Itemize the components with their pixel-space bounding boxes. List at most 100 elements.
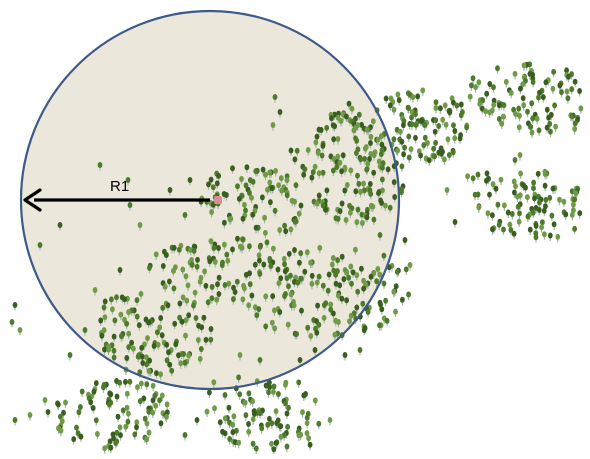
tree-canopy bbox=[136, 322, 142, 329]
tree-icon bbox=[439, 150, 444, 160]
tree-trunk bbox=[401, 301, 403, 306]
tree-trunk bbox=[252, 420, 254, 425]
tree-trunk bbox=[102, 388, 104, 393]
tree-trunk bbox=[403, 155, 405, 160]
tree-icon bbox=[355, 172, 360, 182]
tree-trunk bbox=[335, 285, 337, 290]
tree-canopy bbox=[134, 297, 140, 304]
tree-trunk bbox=[522, 85, 524, 90]
tree-canopy bbox=[78, 433, 84, 440]
tree-icon bbox=[260, 166, 266, 176]
tree-trunk bbox=[245, 276, 247, 281]
tree-trunk bbox=[170, 351, 172, 356]
tree-trunk bbox=[236, 283, 238, 288]
tree-canopy bbox=[184, 297, 190, 304]
tree-canopy bbox=[146, 429, 152, 436]
tree-trunk bbox=[379, 167, 381, 172]
tree-canopy bbox=[269, 420, 275, 427]
tree-canopy bbox=[108, 391, 114, 398]
tree-canopy bbox=[358, 156, 364, 163]
tree-canopy bbox=[543, 79, 549, 86]
tree-canopy bbox=[565, 95, 571, 102]
tree-trunk bbox=[300, 280, 302, 285]
tree-canopy bbox=[551, 68, 556, 75]
tree-trunk bbox=[148, 434, 150, 438]
tree-trunk bbox=[156, 333, 158, 338]
tree-icon bbox=[440, 116, 446, 126]
tree-icon bbox=[157, 397, 163, 406]
tree-canopy bbox=[114, 294, 119, 301]
tree-trunk bbox=[119, 384, 121, 389]
tree-canopy bbox=[541, 207, 547, 214]
tree-trunk bbox=[294, 223, 296, 228]
tree-trunk bbox=[283, 297, 286, 302]
tree-icon bbox=[520, 95, 526, 104]
tree-trunk bbox=[544, 187, 546, 192]
tree-trunk bbox=[188, 356, 190, 361]
tree-icon bbox=[253, 168, 259, 177]
tree-canopy bbox=[344, 297, 349, 304]
tree-canopy bbox=[237, 352, 243, 358]
tree-trunk bbox=[359, 318, 361, 323]
tree-icon bbox=[398, 128, 403, 138]
tree-trunk bbox=[286, 448, 288, 452]
tree-canopy bbox=[271, 383, 277, 390]
tree-trunk bbox=[432, 121, 434, 126]
tree-canopy bbox=[286, 404, 291, 411]
tree-trunk bbox=[322, 287, 324, 292]
tree-canopy bbox=[399, 138, 405, 145]
tree-icon bbox=[444, 187, 450, 196]
tree-icon bbox=[335, 257, 340, 266]
tree-canopy bbox=[354, 150, 359, 156]
tree-trunk bbox=[485, 182, 487, 187]
tree-trunk bbox=[397, 152, 399, 156]
tree-icon bbox=[569, 113, 575, 122]
tree-canopy bbox=[493, 185, 499, 192]
tree-icon bbox=[521, 102, 527, 111]
tree-trunk bbox=[273, 311, 275, 316]
tree-icon bbox=[332, 111, 337, 121]
tree-trunk bbox=[350, 171, 352, 176]
tree-canopy bbox=[57, 222, 63, 228]
tree-trunk bbox=[344, 192, 346, 196]
tree-icon bbox=[339, 200, 345, 209]
tree-canopy bbox=[396, 97, 402, 104]
tree-trunk bbox=[498, 120, 500, 125]
tree-trunk bbox=[293, 283, 295, 288]
tree-canopy bbox=[278, 175, 284, 182]
tree-canopy bbox=[277, 109, 283, 115]
tree-canopy bbox=[347, 318, 352, 325]
tree-icon bbox=[517, 112, 522, 122]
tree-trunk bbox=[104, 449, 106, 454]
tree-trunk bbox=[343, 280, 345, 285]
tree-icon bbox=[508, 89, 514, 99]
tree-trunk bbox=[555, 128, 557, 133]
tree-trunk bbox=[287, 326, 289, 331]
tree-icon bbox=[301, 171, 307, 181]
tree-canopy bbox=[9, 319, 15, 325]
tree-trunk bbox=[131, 311, 133, 316]
tree-canopy bbox=[433, 117, 439, 124]
tree-canopy bbox=[536, 94, 541, 101]
tree-canopy bbox=[484, 170, 490, 177]
tree-icon bbox=[293, 182, 299, 191]
tree-icon bbox=[272, 94, 278, 103]
tree-trunk bbox=[90, 403, 92, 408]
tree-trunk bbox=[310, 337, 312, 342]
tree-icon bbox=[246, 428, 252, 438]
tree-icon bbox=[286, 283, 291, 292]
tree-icon bbox=[259, 425, 265, 434]
tree-trunk bbox=[367, 190, 369, 195]
tree-canopy bbox=[282, 268, 288, 275]
tree-icon bbox=[234, 278, 240, 288]
tree-trunk bbox=[203, 319, 205, 324]
tree-icon bbox=[292, 247, 297, 256]
tree-icon bbox=[387, 204, 393, 214]
tree-trunk bbox=[113, 439, 115, 444]
tree-canopy bbox=[134, 313, 140, 320]
tree-trunk bbox=[274, 329, 276, 334]
tree-trunk bbox=[552, 190, 554, 194]
tree-canopy bbox=[535, 170, 541, 177]
tree-trunk bbox=[363, 130, 365, 135]
tree-canopy bbox=[209, 295, 215, 302]
